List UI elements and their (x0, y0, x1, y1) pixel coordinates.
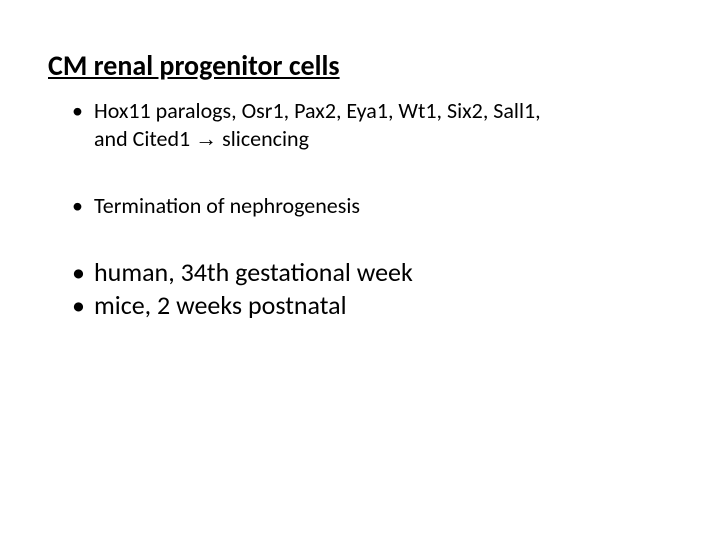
bullet-text: human, 34th gestational week (94, 256, 413, 288)
slide-heading: CM renal progenitor cells (48, 48, 672, 83)
bullet-text-line2-suffix: slicencing (217, 125, 309, 152)
list-item: mice, 2 weeks postnatal (72, 289, 672, 323)
bullet-text-line2-prefix: and Cited1 (94, 125, 195, 152)
arrow-icon: → (195, 126, 217, 151)
spacer (48, 152, 672, 192)
spacer (48, 220, 672, 256)
list-item: Hox11 paralogs, Osr1, Pax2, Eya1, Wt1, S… (72, 97, 672, 152)
list-item: human, 34th gestational week (72, 256, 672, 290)
bullet-block-2: Termination of nephrogenesis (48, 192, 672, 220)
bullet-text-line1: Hox11 paralogs, Osr1, Pax2, Eya1, Wt1, S… (94, 97, 541, 124)
bullet-text: Termination of nephrogenesis (94, 192, 360, 219)
bullet-text: mice, 2 weeks postnatal (94, 289, 347, 321)
bullet-block-1: Hox11 paralogs, Osr1, Pax2, Eya1, Wt1, S… (48, 97, 672, 152)
slide: CM renal progenitor cells Hox11 paralogs… (0, 0, 720, 540)
list-item: Termination of nephrogenesis (72, 192, 672, 220)
bullet-text-line2: and Cited1 → slicencing (94, 125, 672, 153)
bullet-block-3: human, 34th gestational week mice, 2 wee… (48, 256, 672, 324)
